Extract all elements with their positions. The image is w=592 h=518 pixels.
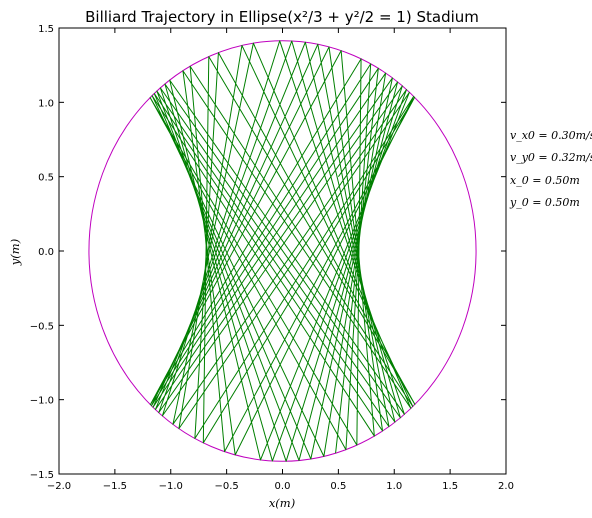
x-tick-label: −0.5 — [214, 481, 238, 492]
trajectory-line — [149, 40, 416, 462]
annotation-y0: y_0 = 0.50m — [509, 196, 580, 209]
y-axis-label: y(m) — [8, 239, 22, 266]
chart-title: Billiard Trajectory in Ellipse(x²/3 + y²… — [85, 8, 479, 26]
annotation-vy0: v_y0 = 0.32m/s — [510, 151, 592, 164]
y-tick-label: −1.5 — [30, 470, 54, 481]
annotation-block: v_x0 = 0.30m/s v_y0 = 0.32m/s x_0 = 0.50… — [509, 129, 592, 209]
ellipse-boundary — [88, 40, 477, 462]
x-tick-label: 1.0 — [386, 481, 402, 492]
x-tick-label: 0.0 — [275, 481, 291, 492]
plot-area — [88, 40, 477, 462]
x-tick-label: −1.0 — [159, 481, 183, 492]
y-tick-label: 1.0 — [38, 98, 54, 109]
y-tick-label: 1.5 — [38, 24, 54, 35]
y-tick-label: 0.0 — [38, 247, 54, 258]
annotation-x0: x_0 = 0.50m — [510, 174, 580, 187]
y-tick-label: −0.5 — [30, 321, 54, 332]
x-tick-label: −2.0 — [47, 481, 71, 492]
x-axis-label: x(m) — [269, 496, 295, 510]
x-tick-label: 1.5 — [442, 481, 458, 492]
x-tick-label: 0.5 — [330, 481, 346, 492]
annotation-vx0: v_x0 = 0.30m/s — [510, 129, 592, 142]
y-tick-label: −1.0 — [30, 396, 54, 407]
y-tick-label: 0.5 — [38, 173, 54, 184]
x-tick-label: −1.5 — [103, 481, 127, 492]
x-tick-label: 2.0 — [498, 481, 514, 492]
axis-ticks: −2.0 −1.5 −1.0 −0.5 0.0 0.5 1.0 1.5 2.0−1.5−1.0−… — [30, 24, 514, 492]
